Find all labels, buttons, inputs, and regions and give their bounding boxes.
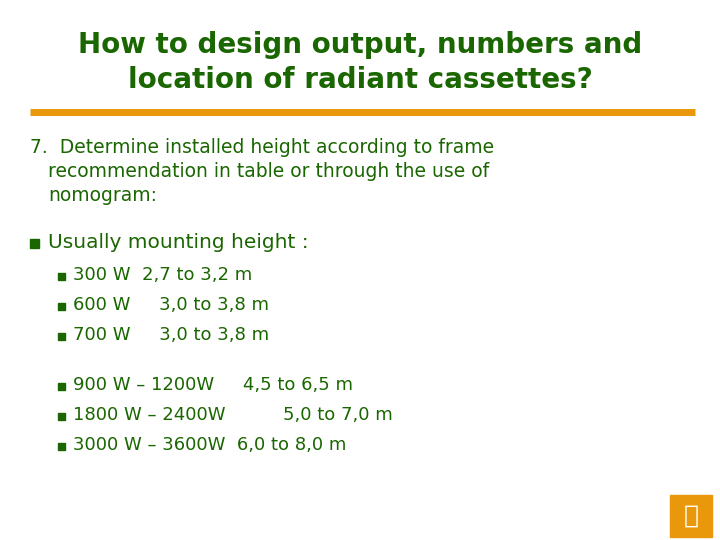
Text: 300 W  2,7 to 3,2 m: 300 W 2,7 to 3,2 m xyxy=(73,266,252,284)
Text: 3000 W – 3600W  6,0 to 8,0 m: 3000 W – 3600W 6,0 to 8,0 m xyxy=(73,436,346,454)
Bar xyxy=(58,442,65,449)
Bar xyxy=(30,239,39,247)
Text: 7.  Determine installed height according to frame: 7. Determine installed height according … xyxy=(30,138,494,157)
Bar xyxy=(58,302,65,309)
Text: 1800 W – 2400W          5,0 to 7,0 m: 1800 W – 2400W 5,0 to 7,0 m xyxy=(73,406,392,424)
Text: 700 W     3,0 to 3,8 m: 700 W 3,0 to 3,8 m xyxy=(73,326,269,344)
Text: recommendation in table or through the use of: recommendation in table or through the u… xyxy=(48,162,489,181)
Text: Usually mounting height :: Usually mounting height : xyxy=(48,233,309,252)
Bar xyxy=(58,413,65,420)
Text: ⧉: ⧉ xyxy=(683,504,698,528)
Text: How to design output, numbers and: How to design output, numbers and xyxy=(78,31,642,59)
Bar xyxy=(58,273,65,280)
Text: nomogram:: nomogram: xyxy=(48,186,157,205)
Bar xyxy=(58,333,65,340)
Bar xyxy=(670,495,712,537)
Bar xyxy=(58,382,65,389)
Text: 900 W – 1200W     4,5 to 6,5 m: 900 W – 1200W 4,5 to 6,5 m xyxy=(73,376,353,394)
Text: location of radiant cassettes?: location of radiant cassettes? xyxy=(127,66,593,94)
Text: 600 W     3,0 to 3,8 m: 600 W 3,0 to 3,8 m xyxy=(73,296,269,314)
